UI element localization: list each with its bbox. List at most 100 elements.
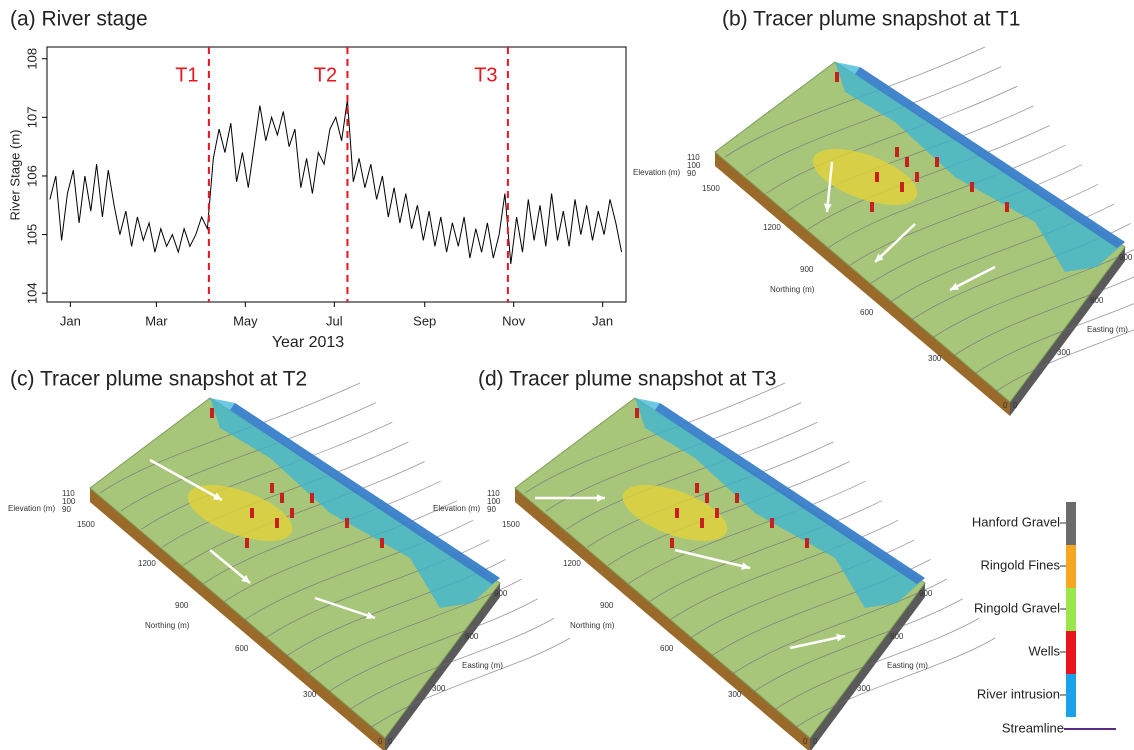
x-tick-label: Nov (502, 313, 526, 328)
well (895, 147, 899, 157)
legend-label: River intrusion (977, 686, 1060, 701)
x-tick-label: May (233, 313, 258, 328)
legend-label: Ringold Fines (981, 557, 1061, 572)
well (635, 408, 639, 418)
well (915, 172, 919, 182)
legend-swatch (1066, 674, 1076, 717)
legend-swatch (1066, 502, 1076, 545)
panel-title: (d) Tracer plume snapshot at T3 (478, 368, 776, 391)
northing-tick: 1200 (763, 223, 781, 232)
elevation-label: Elevation (m) (8, 504, 55, 513)
legend-swatch (1066, 545, 1076, 588)
x-tick-label: Jan (60, 313, 81, 328)
northing-tick: 1200 (138, 559, 156, 568)
easting-tick: 900 (494, 589, 508, 598)
northing-tick: 1500 (77, 520, 95, 529)
y-tick-label: 108 (24, 48, 39, 70)
northing-tick: 900 (175, 601, 189, 610)
legend-swatch (1066, 588, 1076, 631)
well (900, 182, 904, 192)
easting-tick: 600 (890, 632, 904, 641)
well (870, 202, 874, 212)
legend-label: Hanford Gravel (972, 514, 1060, 529)
northing-tick: 900 (600, 601, 614, 610)
well (290, 508, 294, 518)
well (715, 508, 719, 518)
well (805, 538, 809, 548)
easting-label: Easting (m) (887, 661, 928, 670)
panel-3d: (b) Tracer plume snapshot at T1 Elevation… (633, 8, 1134, 416)
legend-swatch (1066, 631, 1076, 674)
well (970, 182, 974, 192)
northing-tick: 0 (378, 737, 383, 746)
northing-tick: 300 (928, 354, 942, 363)
elevation-label: Elevation (m) (433, 504, 480, 513)
northing-label: Northing (m) (570, 621, 615, 630)
easting-tick: 900 (919, 589, 933, 598)
y-tick-label: 105 (24, 224, 39, 246)
panel-3d: (d) Tracer plume snapshot at T3 Elevation… (433, 368, 995, 750)
well (675, 508, 679, 518)
well (210, 408, 214, 418)
y-tick-label: 107 (24, 106, 39, 128)
data-line (50, 100, 622, 264)
northing-tick: 600 (235, 644, 249, 653)
northing-tick: 600 (660, 644, 674, 653)
northing-tick: 0 (803, 737, 808, 746)
easting-label: Easting (m) (462, 661, 503, 670)
northing-tick: 300 (728, 690, 742, 699)
well (705, 493, 709, 503)
chart-title: (a) River stage (10, 8, 148, 31)
x-tick-label: Jul (326, 313, 343, 328)
northing-label: Northing (m) (770, 285, 815, 294)
figure: (a) River stage Year 2013 River Stage (m… (0, 0, 1134, 750)
y-axis-label: River Stage (m) (7, 129, 22, 220)
legend-label: Streamline (1002, 720, 1064, 735)
well (835, 72, 839, 82)
x-axis-label: Year 2013 (272, 334, 344, 351)
panel-title: (c) Tracer plume snapshot at T2 (10, 368, 307, 391)
well (735, 493, 739, 503)
well (700, 518, 704, 528)
x-tick-label: Sep (413, 313, 436, 328)
northing-tick: 1500 (502, 520, 520, 529)
northing-tick: 300 (303, 690, 317, 699)
easting-tick: 300 (1057, 348, 1071, 357)
easting-tick: 600 (1090, 296, 1104, 305)
well (245, 538, 249, 548)
well (695, 483, 699, 493)
northing-tick: 0 (1003, 401, 1008, 410)
event-label: T1 (175, 64, 198, 86)
well (275, 518, 279, 528)
well (670, 538, 674, 548)
well (770, 518, 774, 528)
northing-tick: 1200 (563, 559, 581, 568)
well (875, 172, 879, 182)
northing-tick: 600 (860, 308, 874, 317)
elevation-label: Elevation (m) (633, 168, 680, 177)
event-label: T3 (474, 64, 497, 86)
well (905, 157, 909, 167)
elevation-tick: 90 (487, 505, 496, 514)
well (250, 508, 254, 518)
easting-tick: 0 (1013, 401, 1018, 410)
y-tick-label: 106 (24, 165, 39, 187)
y-tick-label: 104 (24, 282, 39, 304)
easting-tick: 900 (1119, 253, 1133, 262)
panel-title: (b) Tracer plume snapshot at T1 (722, 8, 1020, 31)
well (345, 518, 349, 528)
x-tick-label: Mar (145, 313, 168, 328)
easting-tick: 0 (813, 737, 818, 746)
event-label: T2 (314, 64, 337, 86)
well (310, 493, 314, 503)
well (280, 493, 284, 503)
well (380, 538, 384, 548)
northing-label: Northing (m) (145, 621, 190, 630)
x-tick-label: Jan (592, 313, 613, 328)
easting-tick: 600 (465, 632, 479, 641)
northing-tick: 1500 (702, 184, 720, 193)
easting-tick: 0 (388, 737, 393, 746)
easting-tick: 300 (432, 684, 446, 693)
legend-label: Wells (1028, 643, 1060, 658)
legend-label: Ringold Gravel (974, 600, 1060, 615)
